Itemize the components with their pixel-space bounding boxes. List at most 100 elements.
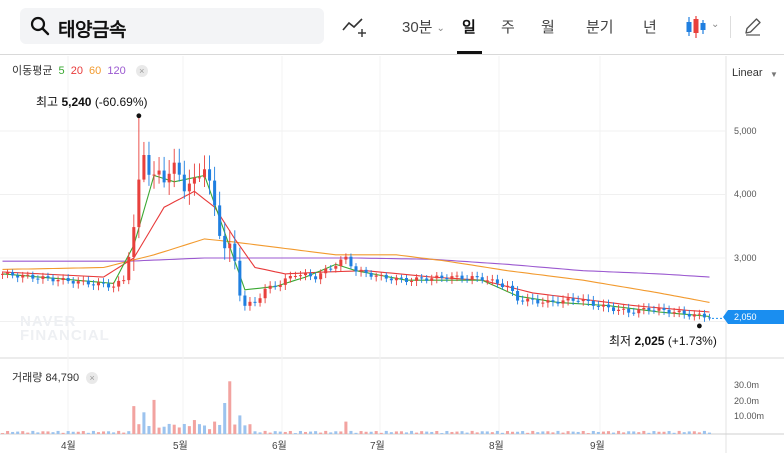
volume-legend[interactable]: 거래량 84,790 × [12,369,99,385]
volume-bar [415,432,419,434]
candle-body [546,300,550,303]
volume-bar [410,430,414,434]
volume-bar [172,424,176,434]
candle-body [521,300,525,302]
close-icon[interactable]: × [135,65,148,78]
volume-bar [11,431,15,434]
volume-bar [485,431,489,434]
volume-bar [192,420,196,434]
volume-bar [127,431,131,434]
ma-line-5 [2,174,710,317]
candle-body [76,281,80,284]
volume-bar [21,431,25,434]
candle-body [122,280,126,282]
candle-body [576,300,580,302]
candle-body [228,243,232,249]
toolbar-divider [730,16,731,38]
volume-bar [96,432,100,434]
volume-bar [460,431,464,434]
volume-bar [278,431,282,434]
chevron-down-icon[interactable]: ▼ [770,70,778,79]
volume-bar [622,432,626,434]
moving-average-legend[interactable]: 이동평균 5 20 60 120 × [12,62,151,78]
volume-bar [541,431,545,434]
candle-body [132,227,136,258]
period-quarter-tab[interactable]: 분기 [586,19,614,36]
candle-body [243,295,247,306]
candle-body [81,280,85,282]
period-year-tab[interactable]: 년 [643,19,657,36]
candle-body [167,173,171,183]
stock-name[interactable]: 태양금속 [58,20,126,41]
price-chart[interactable] [0,56,784,453]
candle-body [647,307,651,311]
stock-search-box[interactable]: 태양금속 [20,8,324,44]
candle-body [682,310,686,314]
candle-body [480,277,484,281]
volume-bar [465,432,469,434]
candle-body [359,269,363,272]
close-icon[interactable]: × [86,372,99,385]
volume-bar [218,424,222,434]
candle-body [71,281,75,284]
volume-bar [208,429,212,434]
pencil-icon[interactable] [743,16,763,36]
period-day-tab[interactable]: 일 [462,19,476,36]
volume-bar [455,431,459,434]
candle-body [31,274,35,279]
candle-body [223,235,227,249]
candle-body [410,280,414,282]
candle-body [268,285,272,289]
candle-body [334,266,338,269]
chevron-down-icon[interactable]: ⌄ [711,19,720,30]
volume-bar [223,403,227,434]
volume-bar [632,431,636,434]
candle-body [309,273,313,277]
candlestick-type-icon[interactable] [684,14,708,40]
candle-body [303,273,308,276]
period-30min-tab[interactable]: 30분 ⌄ [402,19,445,36]
volume-bar [586,433,590,434]
volume-bar [642,430,646,434]
volume-bar [162,426,166,434]
candle-body [112,286,116,288]
volume-bar [61,432,65,434]
volume-bar [76,431,80,434]
candle-body [516,290,520,301]
candle-body [233,243,237,261]
candle-body [51,277,55,282]
period-month-tab[interactable]: 월 [541,19,555,36]
candle-body [677,310,681,313]
volume-bar [253,431,257,434]
volume-bar [303,431,308,434]
high-marker [136,113,142,119]
candle-body [379,274,383,276]
candle-body [687,313,691,317]
candle-body [152,174,156,176]
candle-body [394,277,398,281]
candle-body [490,279,494,281]
volume-bar [283,431,287,434]
candle-body [606,304,610,308]
candle-body [495,279,499,284]
candle-body [389,278,393,281]
candle-body [632,312,636,314]
volume-bar [521,431,525,434]
candle-body [455,275,459,277]
candle-body [601,304,605,307]
volume-bar [187,426,191,434]
candle-body [465,279,469,281]
volume-bar [137,424,141,434]
volume-bar [71,431,75,434]
candle-body [298,275,302,277]
volume-bar [339,431,343,434]
candle-body [66,278,70,282]
candle-body [278,284,282,287]
candle-body [415,277,419,281]
volume-bar [349,430,353,434]
period-week-tab[interactable]: 주 [501,19,515,36]
scale-type-select[interactable]: Linear [732,67,763,79]
volume-bar [324,430,328,434]
drawing-trend-icon[interactable] [341,14,367,38]
candle-body [26,274,30,276]
